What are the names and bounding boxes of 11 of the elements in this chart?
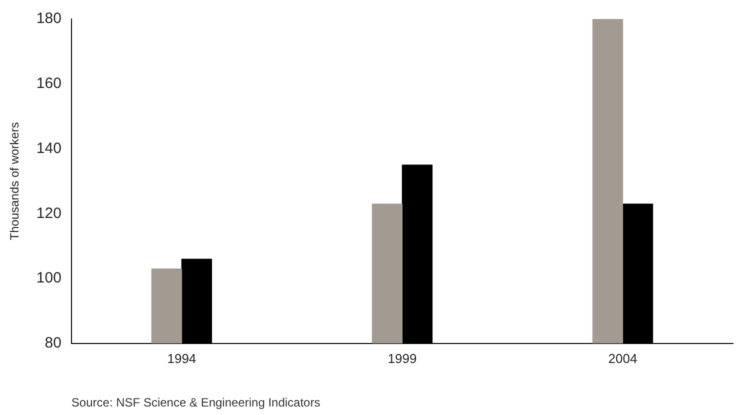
source-note: Source: NSF Science & Engineering Indicators [71, 395, 320, 410]
x-tick-label: 1999 [388, 350, 417, 366]
y-tick-label: 100 [36, 270, 62, 287]
y-tick-label: 120 [36, 204, 62, 222]
y-axis-title: Thousands of workers [8, 122, 22, 240]
y-tick-label: 180 [36, 10, 62, 28]
y-tick-label: 80 [44, 334, 62, 352]
x-tick-label: 1994 [167, 350, 196, 366]
x-tick-label: 2004 [608, 350, 638, 366]
y-tick-label: 160 [36, 75, 62, 92]
y-tick-label: 140 [36, 140, 62, 157]
